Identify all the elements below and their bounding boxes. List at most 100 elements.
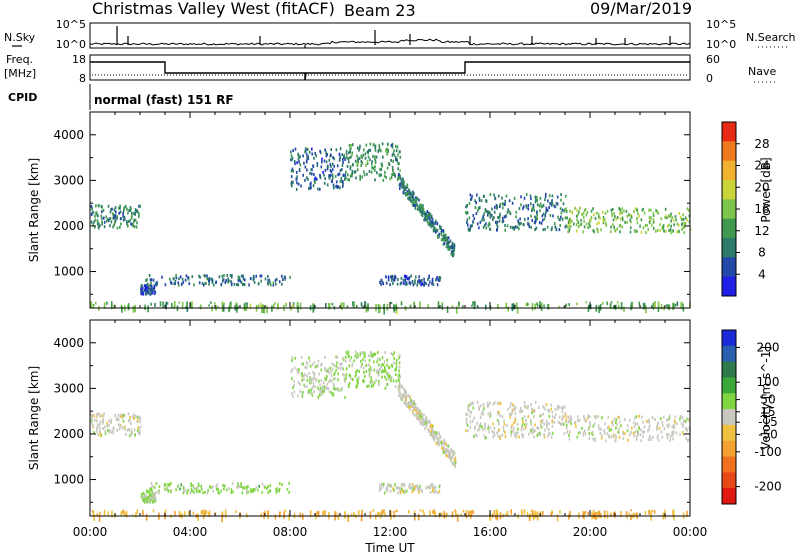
data-point [368,374,371,378]
data-point [495,514,497,520]
data-point [637,212,639,215]
data-point [586,210,589,214]
data-point [217,306,219,309]
data-point [417,206,420,210]
data-point [515,431,517,435]
data-point [483,223,486,227]
data-point [197,489,200,493]
data-point [94,302,97,305]
data-point [175,276,178,280]
data-point [466,422,468,426]
data-point [275,282,277,286]
data-point [144,287,147,291]
data-point [686,428,688,432]
data-point [408,401,411,405]
data-point [270,283,272,287]
data-point [425,423,428,427]
data-point [469,414,471,418]
data-point [419,418,421,422]
data-point [433,438,436,442]
data-point [507,208,509,212]
data-point [174,280,177,283]
data-point [381,142,384,146]
data-point [589,220,591,224]
data-point [441,443,443,447]
data-point [392,159,394,163]
data-point [569,430,571,434]
data-point [377,357,379,361]
data-point [437,301,440,309]
data-point [393,357,395,360]
data-point [347,178,349,181]
data-point [660,430,663,434]
y-tick-label: 1000 [53,473,84,487]
data-point [670,212,672,216]
data-point [292,304,294,308]
data-point [301,378,303,382]
colorbar-segment [722,276,736,297]
data-point [561,410,564,414]
data-point [362,379,364,383]
data-point [368,170,371,173]
data-point [127,224,129,228]
data-point [439,226,442,230]
data-point [351,163,354,167]
data-point [452,250,455,254]
data-point [385,175,387,179]
data-point [381,164,384,168]
data-point [682,213,684,217]
data-point [633,425,636,428]
data-point [386,383,389,386]
data-point [403,274,406,278]
data-point [497,412,499,416]
data-point [308,372,310,375]
data-point [529,194,532,198]
data-point [323,159,326,163]
data-point [475,201,477,205]
colorbar-segment [722,440,736,458]
data-point [518,227,520,231]
data-point [531,512,534,516]
data-point [345,156,348,160]
data-point [302,374,305,378]
data-point [94,214,96,218]
data-point [673,223,675,227]
data-point [403,181,405,185]
data-point [652,220,655,224]
data-point [565,423,568,427]
data-point [400,301,403,306]
data-point [681,228,683,231]
data-point [413,402,415,405]
data-point [255,485,258,489]
data-point [519,217,521,221]
data-point [419,509,422,512]
y-tick-label: 2000 [53,427,84,441]
data-point [495,509,498,517]
data-point [389,375,391,378]
data-point [630,509,632,512]
data-point [553,416,556,420]
data-point [375,155,378,159]
data-point [598,427,601,431]
data-point [306,385,308,388]
data-point [451,305,454,309]
data-point [298,370,300,374]
data-point [449,451,452,455]
data-point [309,364,312,368]
data-point [377,373,380,377]
data-point [317,359,320,363]
data-point [450,252,452,256]
data-point [558,415,561,419]
data-point [237,485,240,489]
data-point [466,412,469,416]
data-point [583,417,586,421]
data-point [485,199,487,203]
data-point [364,156,367,160]
data-point [210,301,212,304]
data-point [383,306,385,315]
data-point [604,218,606,222]
data-point [638,426,640,430]
data-point [401,385,404,389]
data-point [487,404,490,408]
